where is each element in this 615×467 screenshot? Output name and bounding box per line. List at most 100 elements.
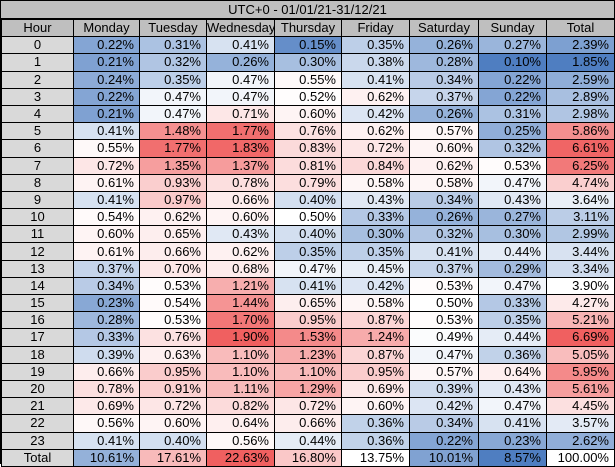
hour-row: 23 0.41% 0.40% 0.56% 0.44% 0.36% 0.22% 0.23% 2.6… [1, 431, 615, 450]
hour-row: 1 0.21% 0.32% 0.26% 0.30% 0.38% 0.28% 0.10% 1.85… [1, 53, 615, 72]
percent-cell: 0.60% [139, 414, 207, 433]
hour-row: 12 0.61% 0.66% 0.62% 0.35% 0.35% 0.41% 0.44% 3.4… [1, 242, 615, 261]
percent-cell: 0.47% [409, 345, 479, 364]
percent-cell: 0.60% [206, 208, 275, 227]
percent-cell: 0.22% [409, 431, 479, 450]
percent-cell: 0.66% [206, 190, 275, 210]
percent-cell: 0.71% [206, 104, 275, 124]
percent-cell: 0.26% [409, 36, 479, 55]
row-total-cell: 3.57% [546, 414, 615, 433]
percent-cell: 0.28% [73, 311, 140, 330]
percent-cell: 1.83% [206, 139, 275, 158]
percent-cell: 0.40% [274, 190, 342, 210]
column-header: Tuesday [139, 18, 207, 38]
column-header: Saturday [409, 18, 479, 38]
percent-cell: 0.33% [73, 328, 140, 347]
percent-cell: 0.47% [274, 259, 342, 278]
hour-row: 11 0.60% 0.65% 0.43% 0.40% 0.30% 0.32% 0.30% 2.9… [1, 225, 615, 244]
hour-label: 8 [1, 173, 74, 192]
percent-cell: 0.41% [73, 431, 140, 450]
percent-cell: 1.11% [206, 379, 275, 399]
percent-cell: 1.10% [274, 362, 342, 381]
percent-cell: 13.75% [341, 448, 410, 467]
row-total-cell: 3.34% [546, 259, 615, 278]
hour-label: 20 [1, 379, 74, 399]
percent-cell: 0.41% [341, 70, 410, 89]
percent-cell: 0.23% [478, 431, 547, 450]
row-total-cell: 6.61% [546, 139, 615, 158]
row-total-cell: 5.21% [546, 311, 615, 330]
row-total-cell: 4.45% [546, 397, 615, 416]
hour-row: 9 0.41% 0.97% 0.66% 0.40% 0.43% 0.34% 0.43% 3.64… [1, 190, 615, 210]
percent-cell: 1.77% [139, 139, 207, 158]
percent-cell: 0.58% [341, 293, 410, 313]
hour-row: 18 0.39% 0.63% 1.10% 1.23% 0.87% 0.47% 0.36% 5.0… [1, 345, 615, 364]
percent-cell: 0.21% [73, 104, 140, 124]
sheet-title: UTC+0 - 01/01/21-31/12/21 [1, 1, 614, 19]
percent-cell: 1.70% [206, 311, 275, 330]
percent-cell: 0.26% [409, 104, 479, 124]
hour-row: 6 0.55% 1.77% 1.83% 0.83% 0.72% 0.60% 0.32% 6.61… [1, 139, 615, 158]
hour-label: 9 [1, 190, 74, 210]
percent-cell: 0.54% [139, 293, 207, 313]
hour-row: 16 0.28% 0.53% 1.70% 0.95% 0.87% 0.53% 0.35% 5.2… [1, 311, 615, 330]
percent-cell: 0.95% [341, 362, 410, 381]
percent-cell: 0.40% [139, 431, 207, 450]
column-header: Wednesday [206, 18, 275, 38]
percent-cell: 0.37% [409, 87, 479, 106]
percent-cell: 0.32% [478, 139, 547, 158]
percent-cell: 0.30% [478, 225, 547, 244]
percent-cell: 0.91% [139, 379, 207, 399]
percent-cell: 0.47% [206, 87, 275, 106]
percent-cell: 0.29% [478, 259, 547, 278]
column-header: Hour [1, 18, 74, 38]
percent-cell: 0.38% [341, 53, 410, 72]
hour-row: 5 0.41% 1.48% 1.77% 0.76% 0.62% 0.57% 0.25% 5.86… [1, 122, 615, 141]
percent-cell: 0.33% [341, 208, 410, 227]
percent-cell: 0.41% [409, 242, 479, 261]
column-header: Thursday [274, 18, 342, 38]
percent-cell: 1.29% [274, 379, 342, 399]
percent-cell: 16.80% [274, 448, 342, 467]
percent-cell: 0.84% [341, 156, 410, 175]
total-row: Total 10.61% 17.61% 22.63% 16.80% 13.75% 10.01… [1, 448, 615, 467]
percent-cell: 0.34% [409, 190, 479, 210]
percent-cell: 0.62% [139, 208, 207, 227]
hour-label: 22 [1, 414, 74, 433]
percent-cell: 0.72% [139, 397, 207, 416]
percent-cell: 0.76% [274, 122, 342, 141]
hour-label: 14 [1, 276, 74, 296]
hour-row: 4 0.21% 0.47% 0.71% 0.60% 0.42% 0.26% 0.31% 2.98… [1, 104, 615, 124]
row-total-cell: 2.39% [546, 36, 615, 55]
hour-row: 7 0.72% 1.35% 1.37% 0.81% 0.84% 0.62% 0.53% 6.25… [1, 156, 615, 175]
hour-label: 23 [1, 431, 74, 450]
percent-cell: 1.44% [206, 293, 275, 313]
percent-cell: 0.43% [478, 190, 547, 210]
hour-row: 15 0.23% 0.54% 1.44% 0.65% 0.58% 0.50% 0.33% 4.2… [1, 293, 615, 313]
percent-cell: 0.78% [206, 173, 275, 192]
percent-cell: 0.70% [139, 259, 207, 278]
percent-cell: 0.37% [73, 259, 140, 278]
hour-label: 5 [1, 122, 74, 141]
percent-cell: 0.60% [409, 139, 479, 158]
row-total-cell: 6.69% [546, 328, 615, 347]
percent-cell: 1.23% [274, 345, 342, 364]
percent-cell: 0.35% [341, 242, 410, 261]
percent-cell: 0.44% [274, 431, 342, 450]
row-total-cell: 3.90% [546, 276, 615, 296]
hour-label: 13 [1, 259, 74, 278]
percent-cell: 0.87% [341, 345, 410, 364]
row-total-cell: 1.85% [546, 53, 615, 72]
percent-cell: 0.63% [139, 345, 207, 364]
percent-cell: 0.82% [206, 397, 275, 416]
percent-cell: 0.53% [409, 276, 479, 296]
percent-cell: 0.47% [139, 87, 207, 106]
percent-cell: 0.60% [274, 104, 342, 124]
percent-cell: 0.47% [478, 276, 547, 296]
percent-cell: 0.24% [73, 70, 140, 89]
heatmap-table: Hour Monday Tuesday Wednesday Thursday F… [1, 18, 615, 467]
percent-cell: 0.30% [274, 53, 342, 72]
percent-cell: 0.41% [73, 190, 140, 210]
hour-label: 18 [1, 345, 74, 364]
hour-label: 6 [1, 139, 74, 158]
